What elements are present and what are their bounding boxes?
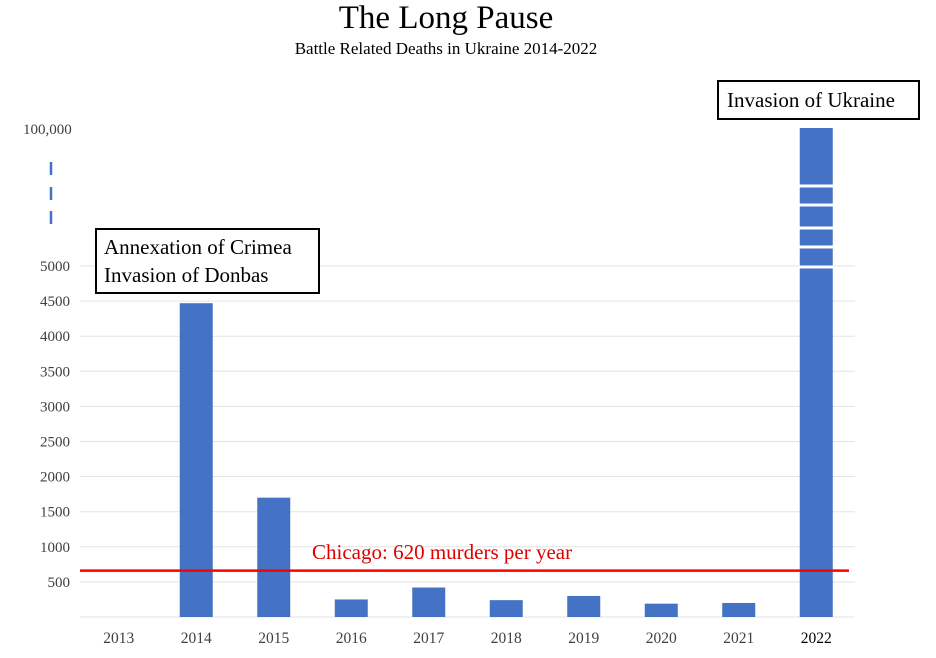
y-tick-label: 3000 xyxy=(40,399,70,415)
x-tick-label: 2016 xyxy=(336,630,367,647)
x-tick-label: 2017 xyxy=(413,630,444,647)
y-axis-ticks: 500 1000 1500 2000 2500 3000 3500 4000 4500 5000 xyxy=(40,259,70,591)
x-axis-categories: 2013 2014 2015 2016 2017 2018 2019 2020 2021 2022 xyxy=(103,630,832,647)
bar-2016 xyxy=(334,599,368,617)
annotation-box-2022: Invasion of Ukraine xyxy=(717,80,920,120)
x-tick-label: 2014 xyxy=(181,630,212,647)
y-tick-label: 500 xyxy=(48,575,71,591)
y-tick-label: 2000 xyxy=(40,470,70,486)
x-tick-label: 2015 xyxy=(258,630,289,647)
x-tick-label: 2020 xyxy=(646,630,677,647)
x-tick-label: 2021 xyxy=(723,630,754,647)
y-tick-label: 1000 xyxy=(40,540,70,556)
x-tick-label: 2019 xyxy=(568,630,599,647)
x-tick-label: 2013 xyxy=(103,630,134,647)
y-tick-label: 3500 xyxy=(40,364,70,380)
reference-line-label: Chicago: 620 murders per year xyxy=(312,540,572,564)
x-tick-label: 2022 xyxy=(801,630,832,647)
bar-2022 xyxy=(799,128,833,617)
y-tick-label: 4000 xyxy=(40,329,70,345)
bar-2021 xyxy=(722,602,756,617)
annotation-2022-line-1: Invasion of Ukraine xyxy=(727,88,895,112)
y-tick-label: 4500 xyxy=(40,294,70,310)
y-tick-label: 1500 xyxy=(40,505,70,521)
bar-2017 xyxy=(412,587,446,617)
bar-2014 xyxy=(179,303,213,617)
chart-title: The Long Pause xyxy=(339,0,553,36)
bar-2019 xyxy=(567,595,601,617)
annotation-2014-line-2: Invasion of Donbas xyxy=(104,263,268,287)
bar-2015 xyxy=(257,497,291,617)
annotation-2014-line-1: Annexation of Crimea xyxy=(104,235,292,259)
y-tick-label: 2500 xyxy=(40,435,70,451)
y-tick-label: 5000 xyxy=(40,259,70,275)
bars xyxy=(179,128,834,617)
annotation-box-2014: Annexation of Crimea Invasion of Donbas xyxy=(95,228,320,294)
chart-subtitle: Battle Related Deaths in Ukraine 2014-20… xyxy=(295,39,598,58)
y-break-label: 100,000 xyxy=(23,122,72,138)
bar-2020 xyxy=(644,603,678,617)
bar-2018 xyxy=(489,600,523,617)
x-tick-label: 2018 xyxy=(491,630,522,647)
